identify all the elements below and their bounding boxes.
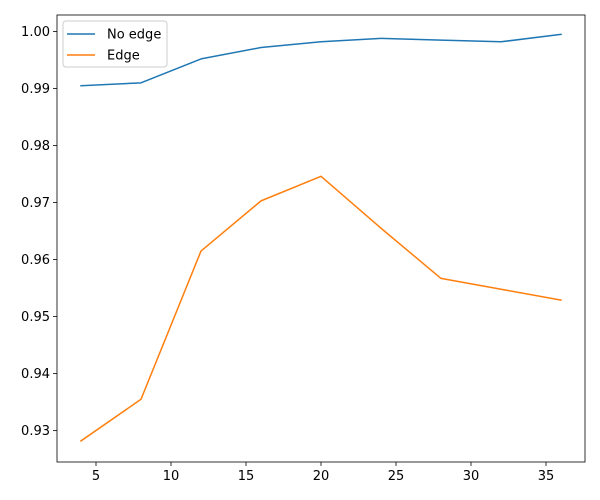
data-point-edge xyxy=(259,199,263,203)
y-tick-label: 0.96 xyxy=(21,253,50,268)
data-point-no-edge xyxy=(439,38,443,42)
data-point-no-edge xyxy=(199,57,203,61)
data-point-no-edge xyxy=(79,84,83,88)
y-tick-label: 1.00 xyxy=(21,25,50,40)
data-point-no-edge xyxy=(139,81,143,85)
y-tick-label: 0.95 xyxy=(21,310,50,325)
y-tick-label: 0.97 xyxy=(21,196,50,211)
y-tick-label: 0.93 xyxy=(21,424,50,439)
series-line-edge xyxy=(79,175,562,442)
data-point-edge xyxy=(139,397,143,401)
data-point-edge xyxy=(199,249,203,253)
y-tick-label: 0.94 xyxy=(21,367,50,382)
data-point-no-edge xyxy=(259,45,263,49)
x-tick-label: 5 xyxy=(92,469,100,484)
data-point-no-edge xyxy=(379,36,383,40)
series-line-no-edge xyxy=(80,33,562,87)
series-layer xyxy=(79,32,563,443)
data-point-edge xyxy=(319,174,323,178)
data-point-no-edge xyxy=(559,32,563,36)
legend-label-edge: Edge xyxy=(107,49,140,64)
x-axis: 5 10 15 20 25 30 35 xyxy=(92,462,554,484)
y-axis: 0.93 0.94 0.95 0.96 0.97 0.98 0.99 1.00 xyxy=(21,25,57,439)
data-point-edge xyxy=(499,287,503,291)
x-tick-label: 15 xyxy=(238,469,255,484)
data-point-edge xyxy=(439,276,443,280)
data-point-edge xyxy=(79,439,83,443)
data-point-no-edge xyxy=(499,40,503,44)
data-point-edge xyxy=(559,298,563,302)
data-point-edge xyxy=(379,226,383,230)
x-tick-label: 20 xyxy=(313,469,330,484)
legend-label-no-edge: No edge xyxy=(107,28,161,43)
x-tick-label: 35 xyxy=(538,469,555,484)
x-tick-label: 25 xyxy=(388,469,405,484)
y-tick-label: 0.99 xyxy=(21,82,50,97)
x-tick-label: 10 xyxy=(163,469,180,484)
legend: No edge Edge xyxy=(62,20,168,68)
data-point-no-edge xyxy=(319,40,323,44)
x-tick-label: 30 xyxy=(463,469,480,484)
y-tick-label: 0.98 xyxy=(21,139,50,154)
